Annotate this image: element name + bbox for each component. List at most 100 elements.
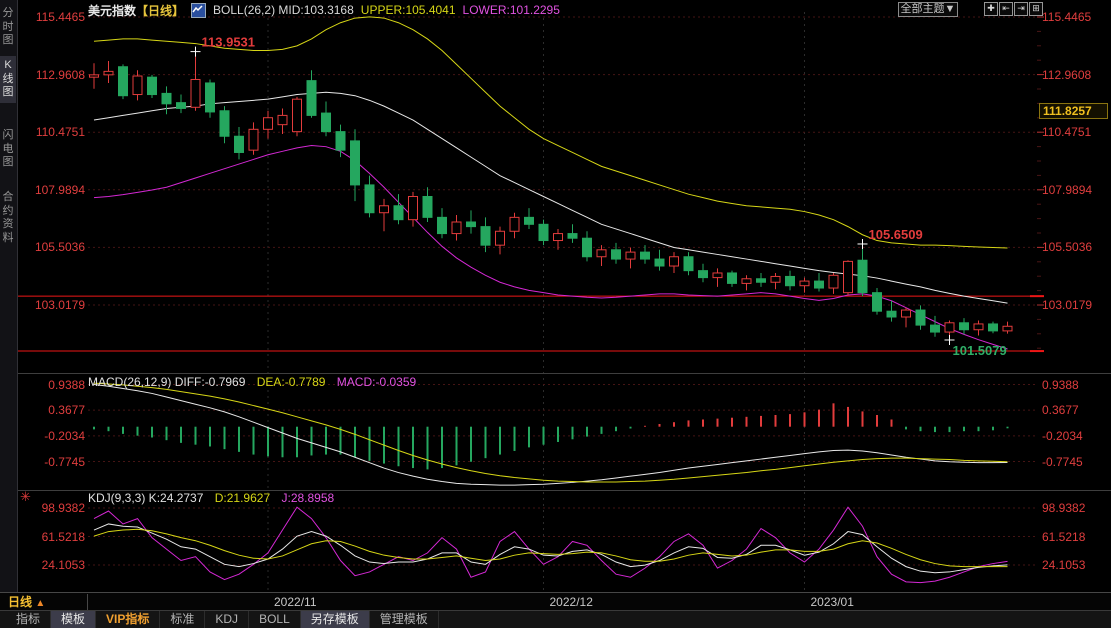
candle-body[interactable] (393, 205, 404, 221)
candle-body[interactable] (973, 323, 984, 331)
candle-body[interactable] (582, 237, 592, 258)
macd-axis-label-left: 0.9388 (48, 377, 85, 392)
toolbar-tab[interactable]: 模板 (51, 611, 97, 628)
boll-lower-value: LOWER:101.2295 (462, 3, 560, 17)
candle-body[interactable] (567, 233, 578, 239)
toolbar-tab[interactable]: 管理模板 (370, 611, 439, 628)
macd-axis-label-left: -0.2034 (44, 428, 85, 443)
candle-body[interactable] (930, 324, 940, 333)
candle-body[interactable] (350, 140, 360, 186)
y-axis-label-right: 115.4465 (1042, 10, 1092, 24)
candle-body[interactable] (234, 135, 244, 153)
candle-body[interactable] (466, 221, 476, 228)
toolbar-tab[interactable]: 指标 (6, 611, 52, 628)
candle-body[interactable] (596, 249, 607, 258)
panel-divider (17, 373, 1111, 374)
candle-body[interactable] (379, 205, 389, 214)
boll-mid-line (93, 91, 1008, 304)
candle-body[interactable] (292, 98, 302, 133)
candle-body[interactable] (872, 292, 882, 312)
candle-body[interactable] (190, 78, 201, 108)
kdj-k-value: KDJ(9,3,3) K:24.2737 (88, 491, 204, 505)
candle-body[interactable] (698, 270, 708, 279)
candle-body[interactable] (89, 74, 99, 78)
candle-body[interactable] (408, 196, 418, 221)
candle-body[interactable] (814, 280, 824, 289)
price-tag: 111.8257 (1039, 103, 1108, 119)
candle-body[interactable] (335, 131, 346, 151)
candle-body[interactable] (741, 278, 752, 284)
candle-body[interactable] (640, 251, 650, 260)
y-axis-label-right: 110.4751 (1042, 125, 1092, 140)
candle-body[interactable] (857, 259, 868, 294)
theme-dropdown-button[interactable]: 全部主题▼ (898, 2, 958, 17)
candle-body[interactable] (147, 76, 157, 96)
restore-view-icon[interactable]: ⊞ (1029, 2, 1043, 16)
candle-body[interactable] (611, 249, 621, 260)
candle-body[interactable] (959, 322, 969, 331)
chart-header: 美元指数【日线】 BOLL(26,2) MID:103.3168 UPPER:1… (88, 2, 560, 18)
x-axis-date-label: 2023/01 (810, 595, 854, 609)
candle-body[interactable] (727, 272, 737, 284)
sidebar-tab-contract-info[interactable]: 合约资料 (2, 191, 14, 244)
toolbar-tab[interactable]: VIP指标 (96, 611, 161, 628)
chart-type-sidebar: 分时图 K线图 闪电图 合约资料 (0, 0, 18, 592)
toolbar-tab[interactable]: BOLL (249, 611, 301, 628)
macd-axis-label-right: 0.9388 (1042, 377, 1079, 392)
candle-body[interactable] (785, 275, 795, 287)
period-selector-button[interactable]: 日线 ▲ (0, 594, 88, 610)
candle-body[interactable] (669, 256, 679, 267)
candle-body[interactable] (509, 216, 520, 232)
candle-body[interactable] (944, 322, 955, 333)
toolbar-tab[interactable]: 另存模板 (300, 611, 370, 628)
sidebar-tab-time-chart[interactable]: 分时图 (2, 7, 14, 46)
candle-body[interactable] (988, 323, 998, 332)
candle-body[interactable] (1002, 325, 1013, 332)
chart-plot-area[interactable]: 113.9531 105.6509 101.5079 (0, 0, 1111, 592)
candle-body[interactable] (495, 230, 505, 246)
indicator-settings-icon[interactable]: ✳ (20, 489, 31, 504)
candle-body[interactable] (886, 310, 897, 318)
candle-body[interactable] (683, 256, 694, 272)
candle-body[interactable] (263, 117, 273, 130)
candle-body[interactable] (306, 80, 317, 116)
candle-body[interactable] (625, 251, 636, 260)
sidebar-tab-candle-chart[interactable]: K线图 (0, 56, 16, 103)
compress-y-icon[interactable]: ⇥ (1014, 2, 1028, 16)
candle-body[interactable] (161, 92, 172, 105)
candle-body[interactable] (277, 114, 288, 126)
candle-body[interactable] (770, 275, 781, 283)
compress-x-icon[interactable]: ⇤ (999, 2, 1013, 16)
candle-body[interactable] (538, 223, 549, 242)
candle-body[interactable] (205, 82, 215, 113)
candle-body[interactable] (321, 112, 331, 133)
candle-body[interactable] (915, 309, 926, 326)
kdj-j-line (93, 506, 1008, 584)
macd-axis-label-left: -0.7745 (44, 454, 85, 469)
candle-body[interactable] (901, 309, 911, 318)
macd-axis-label-right: 0.3677 (1042, 403, 1079, 418)
candle-body[interactable] (451, 221, 462, 235)
candle-body[interactable] (364, 184, 375, 214)
candle-body[interactable] (799, 280, 810, 287)
candle-body[interactable] (422, 196, 433, 218)
candle-body[interactable] (480, 226, 491, 246)
candle-body[interactable] (828, 274, 839, 289)
crosshair-icon[interactable]: ✚ (984, 2, 998, 16)
candle-body[interactable] (103, 70, 114, 76)
candle-body[interactable] (524, 216, 534, 225)
candle-body[interactable] (176, 102, 186, 109)
candle-body[interactable] (437, 216, 447, 235)
candle-body[interactable] (843, 260, 853, 294)
candle-body[interactable] (553, 233, 563, 242)
candle-body[interactable] (132, 75, 143, 96)
candle-body[interactable] (219, 110, 230, 137)
sidebar-tab-flash-chart[interactable]: 闪电图 (2, 129, 14, 168)
candle-body[interactable] (756, 278, 766, 283)
toolbar-tab[interactable]: 标准 (160, 611, 206, 628)
candle-body[interactable] (654, 258, 665, 267)
toolbar-tab[interactable]: KDJ (205, 611, 250, 628)
candle-body[interactable] (118, 66, 128, 97)
candle-body[interactable] (248, 128, 259, 151)
candle-body[interactable] (712, 272, 723, 279)
